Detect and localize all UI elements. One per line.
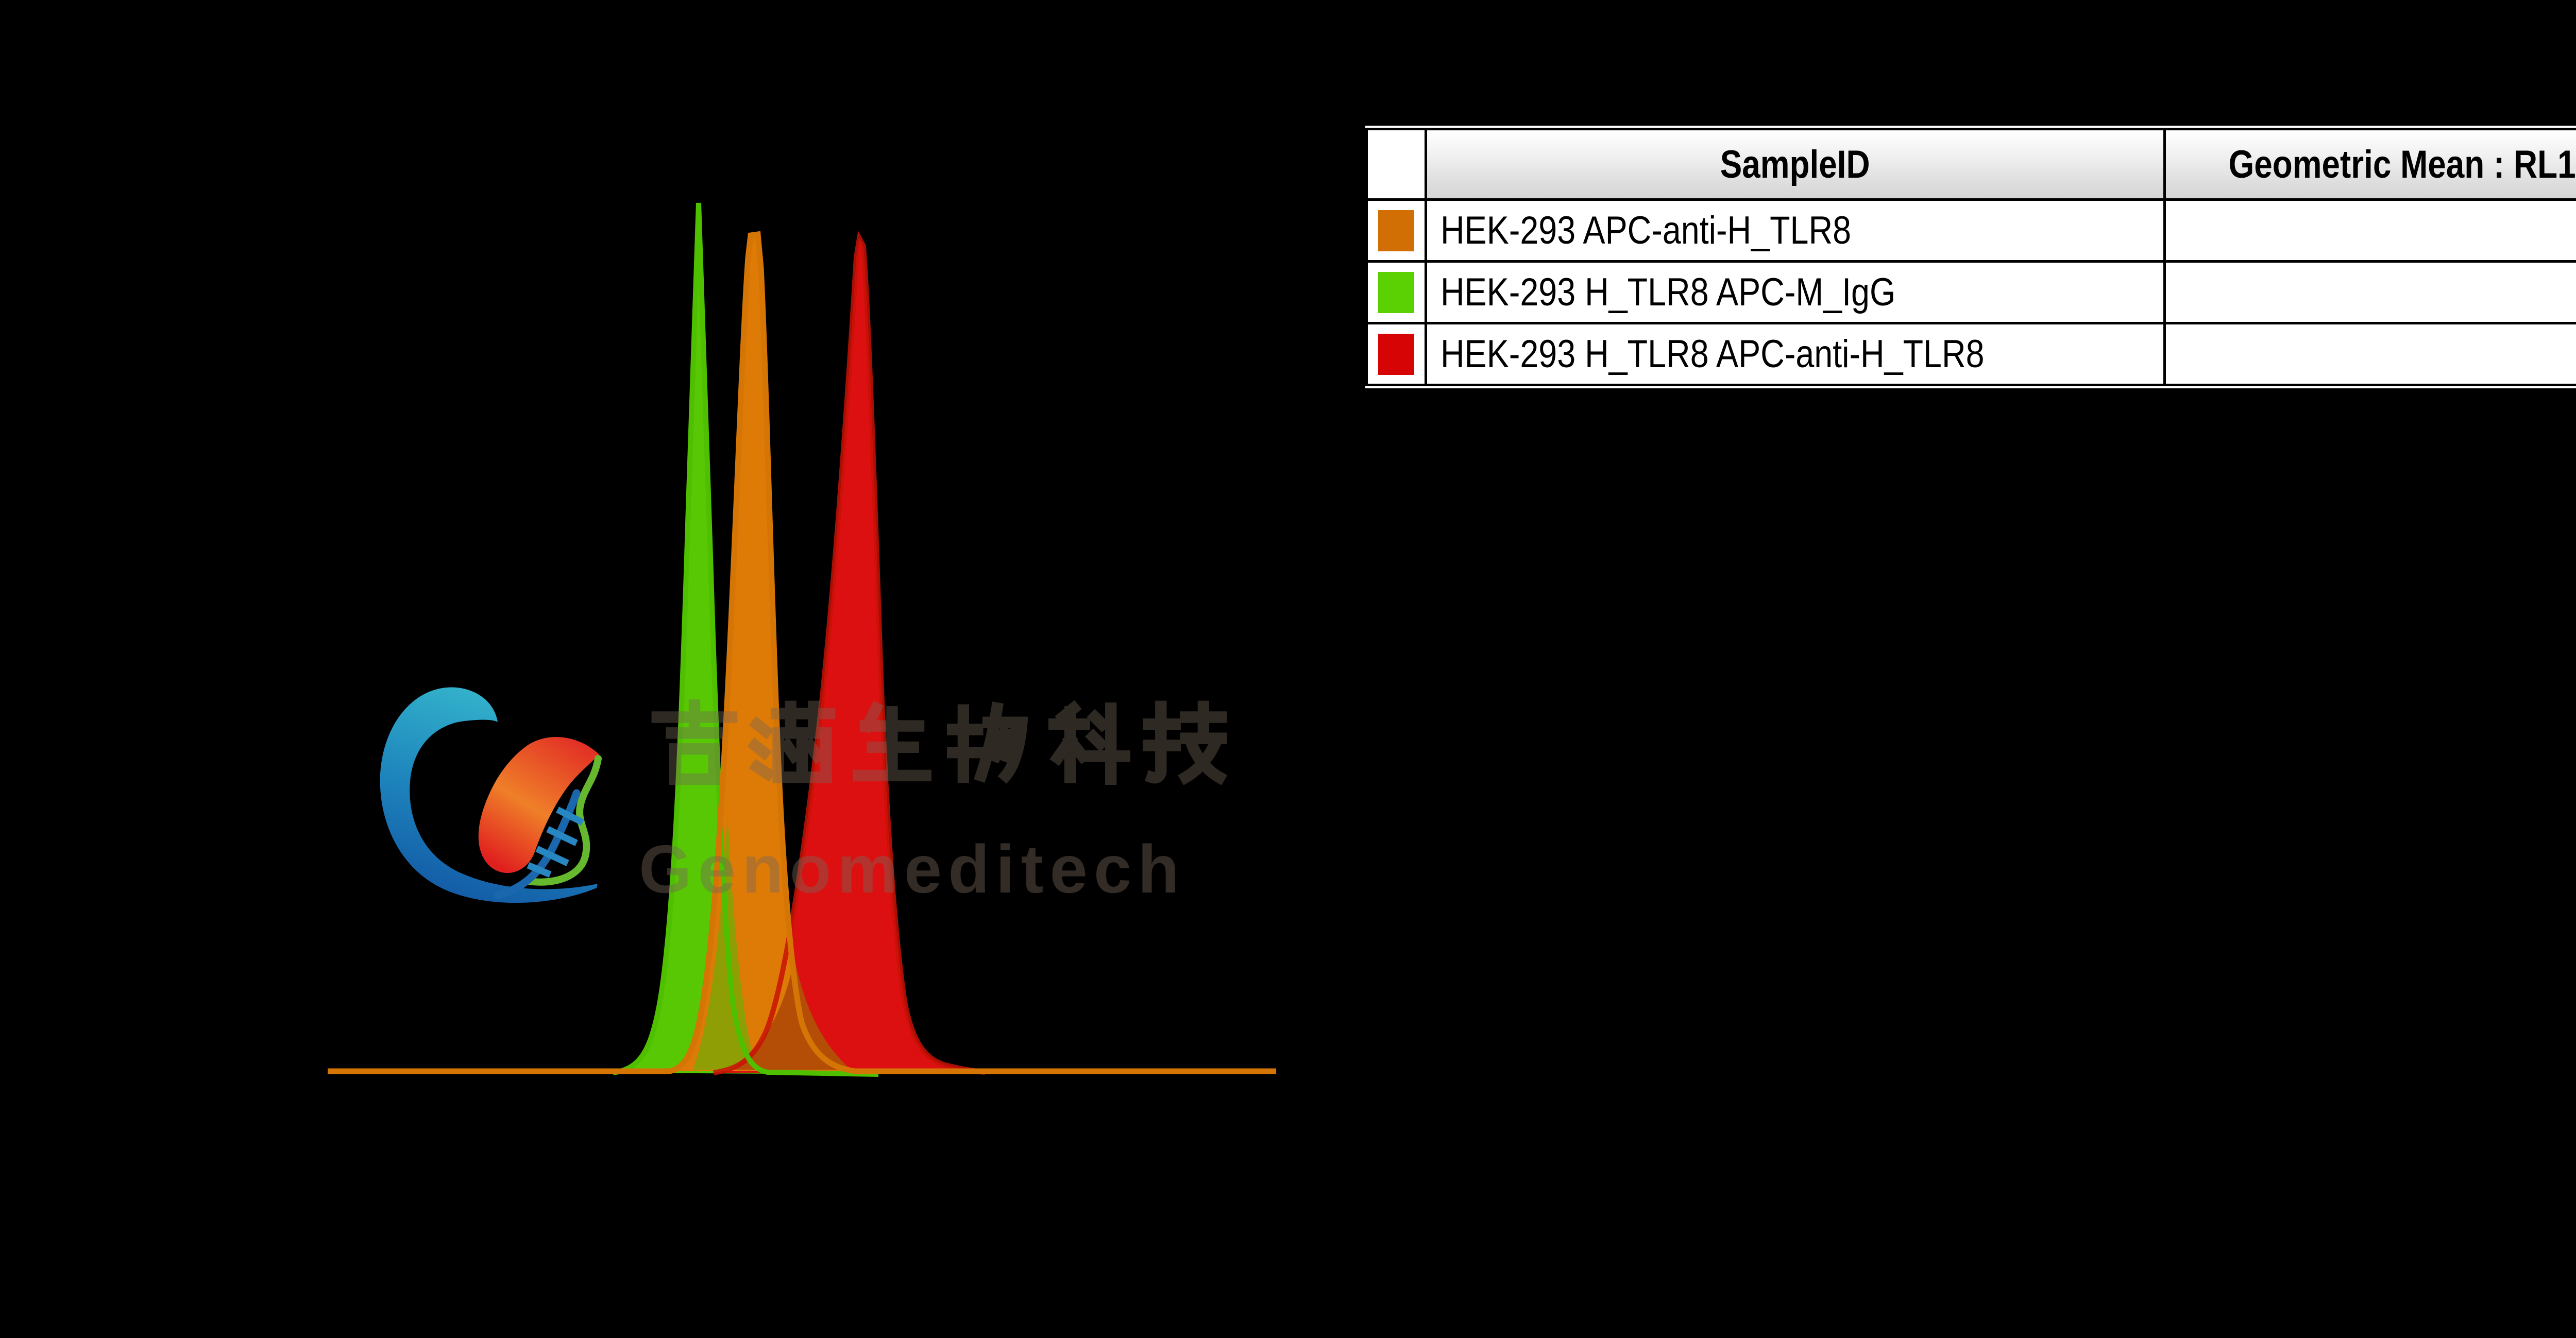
- orange-swatch: [1378, 210, 1414, 251]
- header-sample-id-label: SampleID: [1720, 142, 1870, 186]
- table-row-red-sample[interactable]: HEK-293 H_TLR8 APC-anti-H_TLR8 1240: [1365, 322, 2576, 386]
- swatch-cell: [1365, 322, 1427, 386]
- stats-table: SampleID Geometric Mean : RL1-H HEK-293 …: [1365, 128, 2576, 386]
- header-sample-id: SampleID: [1425, 128, 2166, 201]
- cjk-glyph-ke: [1048, 700, 1130, 785]
- histogram-trace-green: [613, 202, 879, 1077]
- sample-id-cell: HEK-293 APC-anti-H_TLR8: [1425, 198, 2166, 263]
- sample-id-cell: HEK-293 H_TLR8 APC-M_IgG: [1425, 260, 2166, 324]
- sample-id-cell: HEK-293 H_TLR8 APC-anti-H_TLR8: [1425, 322, 2166, 386]
- sample-id-text: HEK-293 H_TLR8 APC-anti-H_TLR8: [1440, 332, 1985, 376]
- geometric-mean-cell: 310: [2163, 198, 2576, 263]
- cjk-glyph-ji2: [1143, 700, 1228, 785]
- cjk-glyph-man: [748, 700, 836, 783]
- overlap-green-orange: [693, 814, 756, 1070]
- stats-table-header-row: SampleID Geometric Mean : RL1-H: [1365, 128, 2576, 201]
- logo-dna-rungs-icon: [527, 807, 584, 878]
- swatch-cell: [1365, 260, 1427, 324]
- sample-id-text: HEK-293 APC-anti-H_TLR8: [1440, 209, 1852, 252]
- cjk-glyph-wu: [947, 701, 1028, 784]
- genomeditech-logo: [380, 687, 602, 903]
- swatch-cell: [1365, 198, 1427, 263]
- cjk-glyph-ji: [651, 699, 738, 785]
- geometric-mean-cell: 1240: [2163, 322, 2576, 386]
- histogram-trace-orange: [328, 231, 1276, 1074]
- table-row-orange-sample[interactable]: HEK-293 APC-anti-H_TLR8 310: [1365, 198, 2576, 263]
- histogram-fill-green: [613, 203, 878, 1074]
- logo-dna-green-strand-icon: [525, 755, 602, 886]
- geometric-mean-cell: 124: [2163, 260, 2576, 324]
- watermark-cjk-text: [650, 699, 1228, 788]
- header-geometric-mean-label: Geometric Mean : RL1-H: [2228, 142, 2576, 186]
- watermark-latin-text: Genomeditech: [639, 831, 1185, 907]
- table-row-green-sample[interactable]: HEK-293 H_TLR8 APC-M_IgG 124: [1365, 260, 2576, 324]
- red-swatch: [1378, 333, 1414, 375]
- sample-id-text: HEK-293 H_TLR8 APC-M_IgG: [1440, 270, 1896, 314]
- green-swatch: [1378, 271, 1414, 313]
- header-geometric-mean: Geometric Mean : RL1-H: [2163, 128, 2576, 201]
- histogram-fill-red: [714, 238, 985, 1073]
- header-swatch-column: [1365, 128, 1427, 201]
- cjk-glyph-sheng: [852, 700, 931, 782]
- logo-flame-icon: [478, 737, 599, 873]
- overlap-orange-red: [730, 958, 851, 1070]
- logo-dna-blue-strand-icon: [494, 789, 581, 899]
